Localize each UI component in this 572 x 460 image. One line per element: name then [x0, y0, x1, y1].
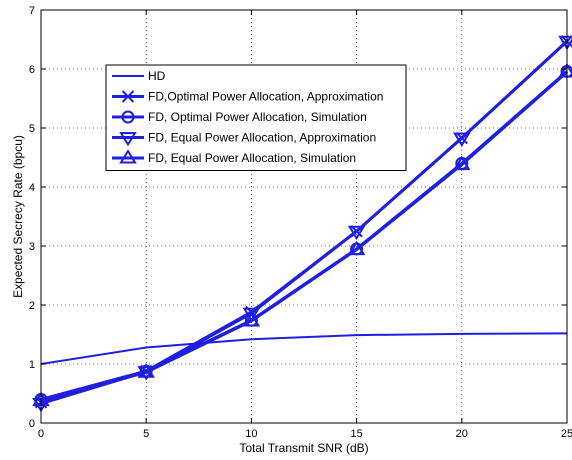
legend-item: FD, Equal Power Allocation, Approximatio… [112, 131, 376, 147]
legend-item: HD [112, 69, 166, 83]
legend-box [105, 64, 407, 171]
data-point-triangle-up-marker [137, 363, 155, 378]
data-point-triangle-down-marker [347, 225, 366, 241]
y-axis-title: Expected Secrecy Rate (bpcu) [11, 135, 25, 298]
x-tick-label: 5 [143, 428, 149, 440]
data-point-triangle-down-marker [119, 131, 137, 147]
x-tick-label: 15 [350, 428, 362, 440]
data-point-x-marker [121, 90, 135, 103]
y-tick-label: 6 [29, 64, 35, 76]
y-tick-label: 7 [29, 5, 35, 17]
x-tick-label: 20 [456, 428, 468, 440]
series-line [40, 70, 568, 403]
x-axis-title: Total Transmit SNR (dB) [239, 441, 368, 455]
legend-label: FD, Equal Power Allocation, Approximatio… [148, 131, 376, 145]
legend-label: HD [148, 69, 166, 83]
legend: HD FD,Optimal Power Allocation, Approxima… [105, 64, 407, 171]
axes-frame [40, 9, 568, 424]
series-line [40, 332, 568, 365]
legend-item: FD, Optimal Power Allocation, Simulation [112, 110, 367, 124]
data-point-triangle-up-marker [347, 240, 366, 256]
series-1 [40, 332, 568, 365]
legend-label: FD, Equal Power Allocation, Simulation [148, 151, 356, 165]
x-tick-label: 10 [245, 428, 257, 440]
legend-label: FD, Optimal Power Allocation, Simulation [148, 110, 367, 124]
y-tick-label: 2 [29, 300, 35, 312]
y-tick-label: 5 [29, 123, 35, 135]
y-tick-label: 4 [29, 182, 35, 194]
y-tick-label: 3 [29, 241, 35, 253]
y-tick-label: 0 [29, 418, 35, 430]
legend-item: FD,Optimal Power Allocation, Approximati… [112, 90, 383, 104]
legend-label: FD,Optimal Power Allocation, Approximati… [148, 90, 383, 104]
x-tick-label: 0 [38, 428, 44, 440]
legend-item: FD, Equal Power Allocation, Simulation [112, 149, 356, 165]
data-point-triangle-down-marker [453, 132, 471, 147]
axis-ticks: 0 5 10 15 20 25 0 1 2 3 4 5 6 7 [29, 5, 572, 440]
data-point-circle-marker [121, 110, 135, 124]
plot-area [32, 35, 572, 413]
y-tick-label: 1 [29, 359, 35, 371]
x-tick-label: 25 [561, 428, 572, 440]
data-point-triangle-down-marker [242, 307, 261, 323]
data-point-triangle-up-marker [242, 312, 261, 327]
data-point-triangle-up-marker [119, 149, 137, 164]
data-point-triangle-up-marker [453, 155, 471, 171]
